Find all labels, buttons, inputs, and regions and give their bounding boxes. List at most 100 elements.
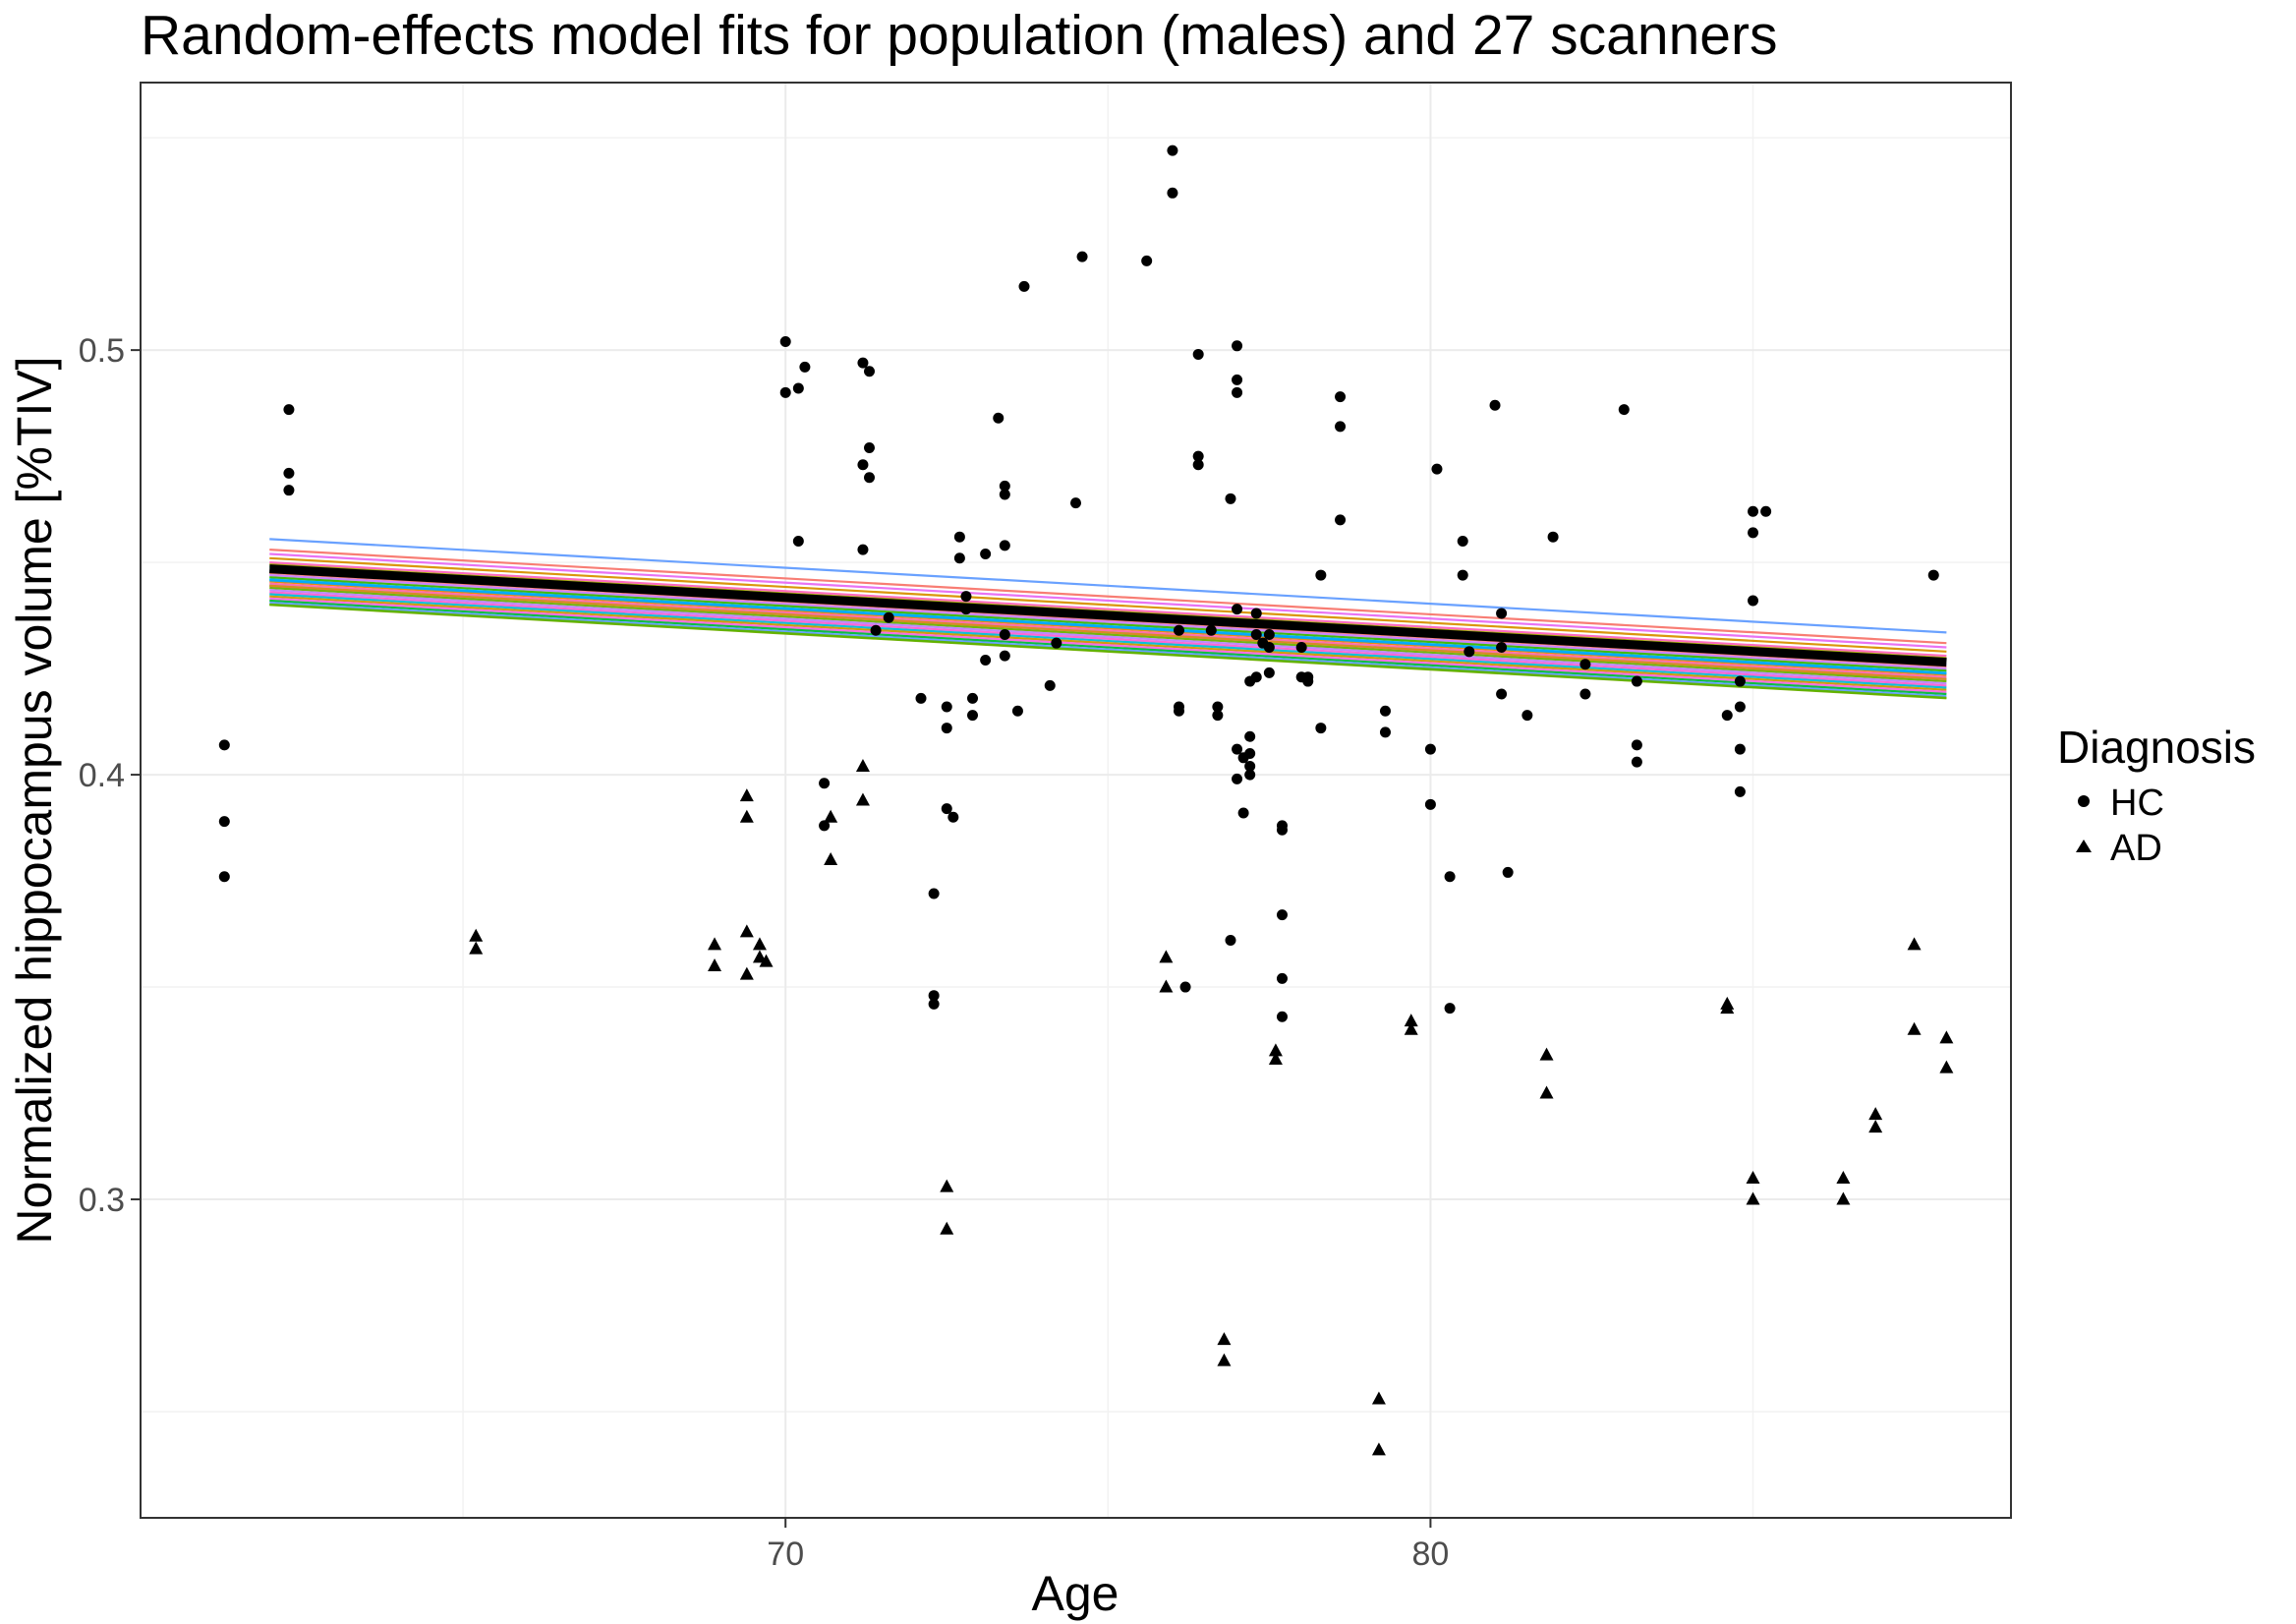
point-hc [1315,569,1327,581]
scanner-fit-line-10 [269,573,1947,670]
point-hc [1244,747,1256,759]
point-hc [1044,679,1056,691]
point-hc [792,382,804,394]
point-hc [1496,688,1508,700]
point-hc [1250,608,1262,619]
point-hc [1444,1003,1456,1015]
point-hc [1631,739,1642,751]
scanner-fit-line-20 [269,595,1947,691]
point-hc [999,489,1010,500]
point-hc [864,441,876,453]
point-hc [1232,340,1243,352]
point-ad [1404,1014,1418,1027]
point-hc [1225,935,1236,947]
point-hc [928,888,940,899]
point-hc [941,803,952,815]
point-hc [1734,743,1746,755]
point-ad [1868,1107,1883,1121]
point-hc [1424,798,1436,810]
point-hc [999,650,1010,662]
point-ad [1907,937,1922,951]
point-ad [855,758,870,772]
point-hc [928,998,940,1010]
point-hc [1018,280,1030,292]
point-hc [953,552,965,564]
point-ad [739,966,754,980]
legend: Diagnosis HC AD [2057,722,2256,869]
point-hc [799,361,811,373]
point-hc [819,820,831,832]
point-ad [1868,1120,1883,1133]
point-ad [1939,1060,1954,1073]
point-ad [1539,1085,1554,1099]
point-hc [779,335,791,347]
point-hc [1232,374,1243,385]
point-ad [1404,1021,1418,1035]
point-ad [1268,1043,1283,1057]
point-hc [1521,710,1533,722]
point-hc [864,472,876,484]
point-hc [1457,536,1468,548]
point-hc [1179,981,1191,993]
point-ad [824,851,838,865]
point-hc [1579,659,1591,670]
point-ad [739,788,754,802]
point-ad [708,937,722,951]
scanner-fit-line-11 [269,576,1947,672]
point-ad [1939,1030,1954,1044]
plot-border [140,82,2012,1519]
point-hc [283,404,295,416]
point-hc [870,624,882,636]
point-hc [1225,493,1236,504]
point-hc [1205,624,1217,636]
point-hc [1335,514,1347,526]
point-hc [1263,667,1275,678]
point-hc [1748,595,1759,607]
point-ad [855,792,870,806]
point-hc [883,611,894,623]
point-hc [1579,688,1591,700]
point-ad [940,1179,954,1192]
point-ad [469,928,484,942]
point-hc [1244,760,1256,772]
scanner-fit-line-5 [269,561,1947,658]
point-hc [857,544,869,555]
point-ad [1159,950,1174,963]
point-hc [947,811,959,823]
point-hc [1070,497,1081,509]
y-tick-label: 0.4 [79,757,125,794]
scanner-fit-line-23 [269,602,1947,698]
point-hc [1335,391,1347,403]
point-hc [1244,730,1256,742]
population-fit-line-group [268,564,1947,667]
point-hc [1212,710,1224,722]
point-hc [1276,972,1288,984]
point-hc [1263,641,1275,653]
point-hc [1734,701,1746,713]
point-hc [1547,531,1559,543]
point-hc [967,692,979,704]
point-hc [1379,726,1391,738]
point-hc [1173,705,1184,717]
point-hc [1424,743,1436,755]
point-hc [1489,399,1501,411]
point-ad [1836,1191,1851,1205]
scanner-fit-line-4 [269,556,1947,653]
chart-title: Random-effects model fits for population… [141,4,1777,67]
point-hc [1173,624,1184,636]
legend-label-hc: HC [2110,783,2164,824]
legend-title: Diagnosis [2057,722,2256,773]
point-ad [1268,1051,1283,1065]
point-ad [739,924,754,938]
point-hc [915,692,927,704]
point-hc [980,548,992,559]
scanner-fit-line-14 [269,582,1947,678]
point-hc [999,480,1010,492]
point-hc [1011,705,1023,717]
legend-key-ad [2076,840,2092,852]
point-ad [1746,1170,1760,1184]
point-ad [469,941,484,955]
point-hc [1250,629,1262,641]
point-ad [1836,1170,1851,1184]
point-hc [1335,421,1347,433]
